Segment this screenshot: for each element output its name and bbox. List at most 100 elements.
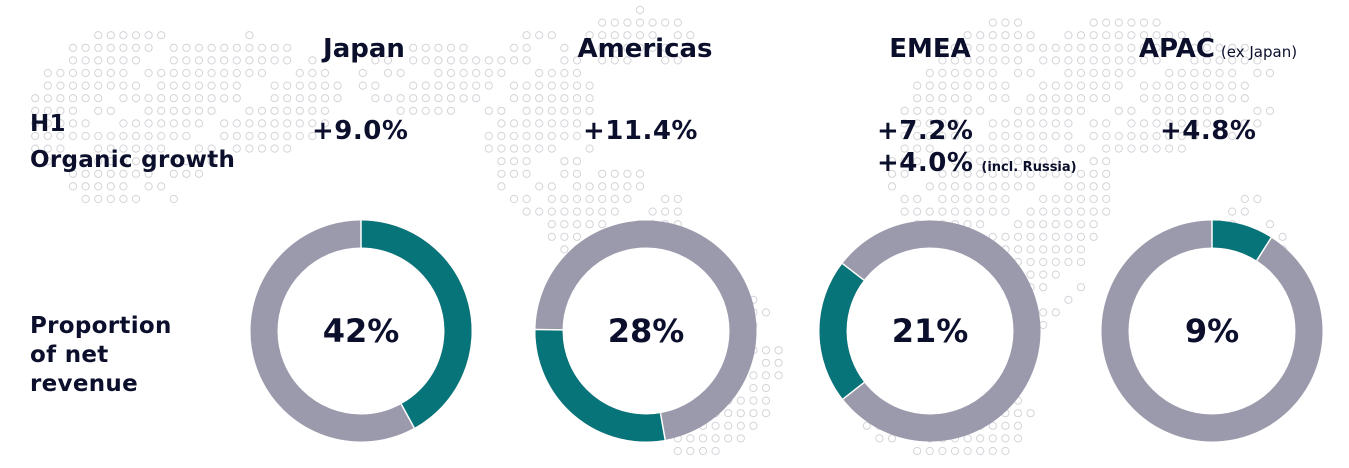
map-dot: [119, 81, 128, 90]
map-dot: [673, 31, 682, 40]
map-dot: [169, 68, 178, 78]
map-dot: [1051, 81, 1060, 90]
map-dot: [950, 81, 960, 90]
map-dot: [1013, 409, 1023, 418]
map-dot: [1165, 131, 1174, 141]
map-dot: [1089, 157, 1098, 166]
map-dot: [434, 68, 443, 78]
map-dot: [1190, 131, 1199, 141]
map-dot: [925, 106, 934, 115]
map-dot: [610, 207, 619, 216]
map-dot: [94, 157, 103, 166]
map-dot: [1013, 220, 1023, 229]
map-dot: [1001, 119, 1010, 128]
map-dot: [535, 31, 544, 40]
map-dot: [1013, 18, 1023, 27]
map-dot: [106, 144, 115, 153]
map-dot: [283, 144, 292, 153]
map-dot: [1089, 131, 1098, 141]
map-dot: [94, 106, 103, 115]
map-dot: [1202, 119, 1212, 128]
map-dot: [1001, 157, 1010, 166]
map-dot: [585, 43, 594, 52]
map-dot: [446, 43, 456, 52]
map-dot: [245, 119, 254, 128]
donut-slice-separator: [1256, 237, 1272, 261]
map-dot: [635, 31, 645, 40]
map-dot: [1102, 144, 1111, 153]
map-dot: [94, 182, 103, 191]
map-dot: [472, 56, 481, 65]
map-dot: [1265, 106, 1275, 115]
map-dot: [409, 43, 418, 52]
map-dot: [976, 434, 985, 443]
map-dot: [1076, 94, 1086, 103]
map-dot: [887, 434, 897, 443]
map-dot: [182, 131, 191, 141]
map-dot: [976, 182, 985, 191]
map-dot: [1165, 94, 1174, 103]
map-dot: [257, 144, 267, 153]
growth-value: +4.0%: [877, 148, 974, 178]
map-dot: [938, 56, 947, 65]
map-dot: [1102, 94, 1111, 103]
map-dot: [320, 119, 330, 128]
map-dot: [1190, 43, 1199, 52]
map-dot: [484, 106, 493, 115]
donut-value-label-japan: 42%: [323, 312, 400, 350]
map-dot: [1190, 94, 1199, 103]
map-dot: [1240, 56, 1249, 65]
map-dot: [484, 68, 493, 78]
organic-growth-row-label: H1 Organic growth: [30, 106, 235, 178]
map-dot: [887, 157, 897, 166]
map-dot: [1152, 56, 1161, 65]
map-dot: [1001, 169, 1010, 178]
map-dot: [623, 194, 632, 204]
map-dot: [673, 18, 682, 27]
map-dot: [446, 68, 456, 78]
map-dot: [257, 43, 267, 52]
map-dot: [182, 43, 191, 52]
map-dot: [157, 144, 166, 153]
map-dot: [1102, 68, 1111, 78]
map-dot: [497, 169, 506, 178]
region-name: Japan: [323, 34, 405, 64]
map-dot: [913, 446, 922, 456]
map-dot: [925, 81, 934, 90]
growth-value-japan: +9.0%: [312, 116, 409, 146]
map-dot: [988, 56, 997, 65]
map-dot: [522, 144, 531, 153]
map-dot: [938, 94, 947, 103]
map-dot: [220, 43, 229, 52]
map-dot: [1076, 283, 1086, 292]
map-dot: [1026, 232, 1035, 241]
map-dot: [1127, 56, 1136, 65]
map-dot: [207, 157, 216, 166]
map-dot: [522, 119, 531, 128]
map-dot: [106, 56, 115, 65]
map-dot: [1039, 157, 1048, 166]
map-dot: [131, 43, 141, 52]
map-dot: [1265, 220, 1275, 229]
map-dot: [1114, 56, 1123, 65]
map-dot: [585, 144, 594, 153]
map-dot: [963, 81, 972, 90]
map-dot: [1013, 434, 1023, 443]
map-dot: [963, 169, 972, 178]
map-dot: [459, 81, 468, 90]
map-dot: [1076, 182, 1086, 191]
map-dot: [1039, 169, 1048, 178]
map-dot: [547, 81, 556, 90]
map-dot: [938, 182, 947, 191]
map-dot: [560, 68, 569, 78]
map-dot: [572, 131, 582, 141]
map-dot: [169, 119, 178, 128]
donut-slice-separator: [400, 403, 415, 429]
map-dot: [572, 157, 582, 166]
map-dot: [497, 144, 506, 153]
map-dot: [673, 207, 682, 216]
map-dot: [938, 68, 947, 78]
map-dot: [938, 131, 947, 141]
growth-value-apac: +4.8%: [1160, 116, 1257, 146]
